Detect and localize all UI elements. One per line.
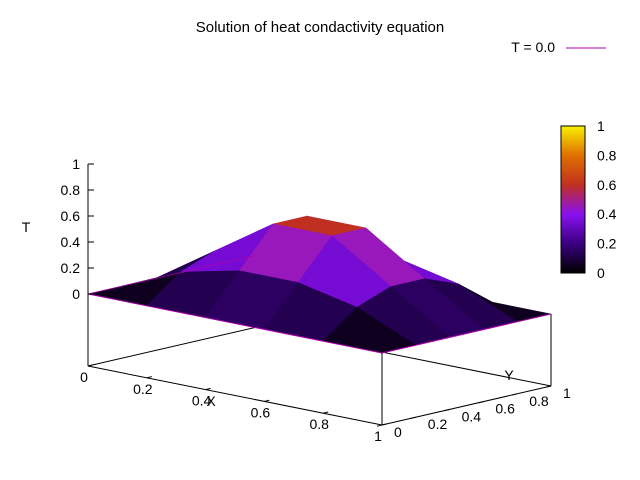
y-axis-label: Y — [504, 367, 514, 383]
surface-mesh — [87, 215, 552, 354]
colorbar-tick-label: 0 — [597, 265, 605, 281]
x-tick-label: 1 — [374, 428, 382, 444]
surface-edge — [87, 254, 258, 295]
y-tick — [444, 408, 450, 412]
x-tick — [381, 423, 388, 426]
x-tick — [146, 376, 152, 379]
colorbar-ticks: 0 0.2 0.4 0.6 0.8 1 — [597, 118, 617, 281]
colorbar-tick-label: 0.8 — [597, 147, 617, 163]
x-tick — [87, 364, 94, 367]
tick-labels: 00.20.40.60.81 0 0.2 0.4 0.6 0.8 100.20.40.60.… — [61, 156, 571, 444]
colorbar-tick-label: 0.2 — [597, 236, 617, 252]
x-tick-label: 0.2 — [133, 381, 153, 397]
chart-title: Solution of heat condactivity equation — [196, 19, 445, 36]
z-tick-label: 0.8 — [61, 182, 81, 198]
x-axis-line — [87, 365, 383, 426]
y-tick-label: 0 — [394, 424, 402, 440]
legend-label: T = 0.0 — [511, 39, 555, 55]
x-tick-label: 0.6 — [251, 404, 271, 420]
y-tick — [545, 385, 552, 388]
surface-edge — [381, 313, 552, 354]
y-axis-line — [381, 385, 552, 426]
z-tick-label: 1 — [72, 156, 80, 172]
z-tick-label: 0.4 — [61, 234, 81, 250]
z-tick-label: 0.2 — [61, 260, 81, 276]
colorbar-tick-label: 1 — [597, 118, 605, 134]
x-axis-label: X — [206, 393, 216, 409]
x-tick-label: 0 — [80, 369, 88, 385]
x-tick-label: 0.4 — [192, 393, 212, 409]
x-tick — [323, 411, 329, 414]
y-tick — [478, 401, 484, 404]
y-tick — [376, 424, 383, 427]
y-tick-label: 0.6 — [495, 401, 515, 417]
front-frame — [381, 314, 552, 425]
z-tick-label: 0.6 — [61, 208, 81, 224]
y-tick — [410, 416, 416, 419]
colorbar — [560, 125, 586, 274]
colorbar-tick-label: 0.6 — [597, 177, 617, 193]
z-tick-label: 0 — [72, 286, 80, 302]
z-axis-label: T — [22, 219, 31, 235]
x-tick — [264, 399, 270, 402]
surface-edge — [87, 293, 383, 354]
y-tick — [512, 393, 518, 396]
colorbar-tick-label: 0.4 — [597, 206, 617, 222]
y-tick-label: 0.2 — [428, 416, 448, 432]
y-tick-label: 0.8 — [529, 393, 549, 409]
back-floor-line — [87, 326, 258, 367]
x-tick-label: 0.8 — [309, 416, 329, 432]
y-tick-label: 0.4 — [462, 408, 482, 424]
x-tick — [205, 387, 211, 391]
y-tick-label: 1 — [563, 385, 571, 401]
